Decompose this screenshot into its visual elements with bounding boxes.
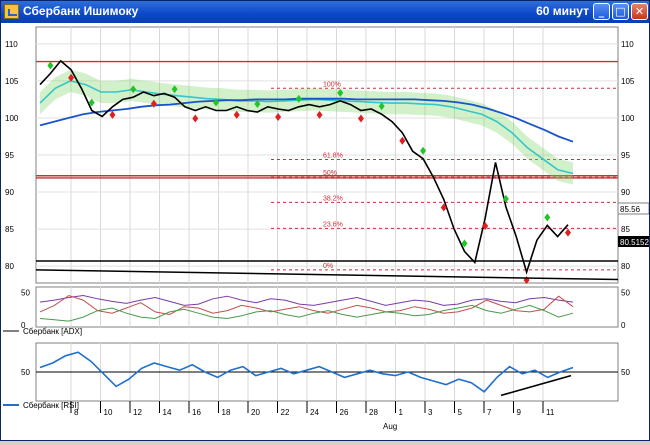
sell-signal-marker xyxy=(233,110,240,119)
price-y-tick-right: 110 xyxy=(621,40,634,49)
close-button[interactable]: ✕ xyxy=(631,3,648,20)
fib-level-label: 38.2% xyxy=(323,195,343,202)
buy-signal-marker xyxy=(254,100,261,109)
x-tick-label: 26 xyxy=(340,408,349,417)
fib-level-label: 61.8% xyxy=(323,152,343,159)
x-tick-label: 22 xyxy=(281,408,290,417)
fib-level-label: 50% xyxy=(323,170,337,177)
rsi-y-tick-left: 50 xyxy=(21,368,30,377)
window-title: Сбербанк Ишимоку xyxy=(23,4,139,18)
price-y-tick-right: 105 xyxy=(621,77,635,86)
minimize-button[interactable]: _ xyxy=(593,3,610,20)
price-y-tick-left: 100 xyxy=(5,114,19,123)
buy-signal-marker xyxy=(502,194,509,203)
sell-signal-marker xyxy=(357,114,364,123)
rsi-y-tick-right: 50 xyxy=(621,368,630,377)
title-bar[interactable]: Сбербанк Ишимоку 60 минут _ □ ✕ xyxy=(1,1,649,23)
sell-signal-marker xyxy=(192,114,199,123)
x-tick-label: 28 xyxy=(369,408,378,417)
buy-signal-marker xyxy=(378,102,385,111)
chart-area[interactable]: 100% 61.8% 50% 38.2% 23.6% 0% 8 10 12 14 16 18 20 22… xyxy=(1,23,650,440)
buy-signal-marker xyxy=(88,98,95,107)
x-tick-label: 5 xyxy=(458,408,463,417)
ichimoku-cloud xyxy=(40,69,573,185)
adx-series-adx xyxy=(39,294,574,306)
sell-signal-marker xyxy=(109,110,116,119)
price-line xyxy=(39,59,569,275)
adx-legend: Сбербанк [ADX] xyxy=(23,327,82,336)
x-tick-label: 11 xyxy=(546,408,555,417)
adx-y-tick-right: 50 xyxy=(621,288,630,297)
buy-signal-marker xyxy=(337,88,344,97)
fib-level-label: 0% xyxy=(323,263,333,270)
buy-signal-marker xyxy=(420,146,427,155)
x-tick-label: 3 xyxy=(428,408,433,417)
sell-signal-marker xyxy=(565,228,571,237)
sell-signal-marker xyxy=(440,203,447,212)
sell-signal-marker xyxy=(482,222,489,230)
month-label: Aug xyxy=(383,422,397,431)
fib-level-label: 100% xyxy=(323,81,341,88)
x-tick-label: 7 xyxy=(487,408,492,417)
buy-signal-marker xyxy=(130,85,137,94)
chart-canvas[interactable]: 100%61.8%50%38.2%23.6%0% 8 10 12 14 16 18 20 22… xyxy=(1,23,650,440)
buy-signal-marker xyxy=(47,61,54,70)
senkou-span-line xyxy=(39,80,574,175)
sell-signal-marker xyxy=(68,73,75,82)
x-tick-label: 1 xyxy=(399,408,404,417)
rsi-trend-line xyxy=(500,374,572,397)
rsi-layer xyxy=(36,351,618,397)
adx-y-tick-right: 0 xyxy=(621,321,626,330)
price-y-tick-left: 110 xyxy=(5,40,18,49)
price-y-tick-right: 90 xyxy=(621,188,630,197)
sell-signal-marker xyxy=(275,113,282,122)
price-y-tick-left: 105 xyxy=(5,77,19,86)
support-price-label: 80.5152 xyxy=(620,238,649,247)
x-tick-label: 24 xyxy=(310,408,319,417)
adx-series-minus_di xyxy=(39,304,574,322)
price-y-tick-left: 95 xyxy=(5,151,14,160)
price-y-tick-left: 85 xyxy=(5,225,14,234)
buy-signal-marker xyxy=(461,239,468,248)
price-y-tick-left: 80 xyxy=(5,262,14,271)
buy-signal-marker xyxy=(295,94,302,103)
x-tick-label: 20 xyxy=(251,408,260,417)
rsi-series-line xyxy=(39,351,574,393)
kijun-sen-line xyxy=(39,97,574,143)
buy-signal-marker xyxy=(213,98,219,107)
adx-series-plus_di xyxy=(39,294,574,316)
price-y-tick-left: 90 xyxy=(5,188,14,197)
x-tick-label: 10 xyxy=(104,408,113,417)
x-tick-label: 8 xyxy=(74,408,79,417)
last-price-label: 85.56 xyxy=(620,205,641,214)
sell-signal-marker xyxy=(316,110,323,119)
x-tick-label: 18 xyxy=(222,408,231,417)
adx-panel-frame xyxy=(35,286,619,328)
fib-level-label: 23.6% xyxy=(323,221,343,228)
price-y-tick-right: 85 xyxy=(621,225,630,234)
sell-signal-marker xyxy=(399,136,406,145)
adx-y-tick-left: 50 xyxy=(21,288,30,297)
x-tick-label: 12 xyxy=(133,408,142,417)
price-y-tick-right: 95 xyxy=(621,151,630,160)
price-layer: 100% 61.8% 50% 38.2% 23.6% 0% xyxy=(35,59,619,285)
buy-signal-marker xyxy=(544,213,551,222)
sell-signal-marker xyxy=(150,99,157,108)
tick-labels: 8 10 12 14 16 18 20 22 24 26 28 1 3 5 7 9 11 110 110 105 105… xyxy=(5,40,635,417)
x-tick-label: 16 xyxy=(192,408,201,417)
buy-signal-marker xyxy=(171,85,178,94)
rsi-legend: Сбербанк [RSI] xyxy=(23,401,79,410)
chart-app-icon xyxy=(4,4,19,19)
price-y-tick-right: 80 xyxy=(621,262,630,271)
adx-y-tick-left: 0 xyxy=(21,321,26,330)
price-y-tick-right: 100 xyxy=(621,114,635,123)
x-tick-label: 9 xyxy=(517,408,522,417)
support-trend-line xyxy=(35,269,619,281)
adx-layer xyxy=(39,294,574,322)
support-price-box xyxy=(618,236,649,247)
maximize-button[interactable]: □ xyxy=(612,3,629,20)
x-tick-label: 14 xyxy=(163,408,172,417)
timeframe-label[interactable]: 60 минут xyxy=(536,4,589,18)
